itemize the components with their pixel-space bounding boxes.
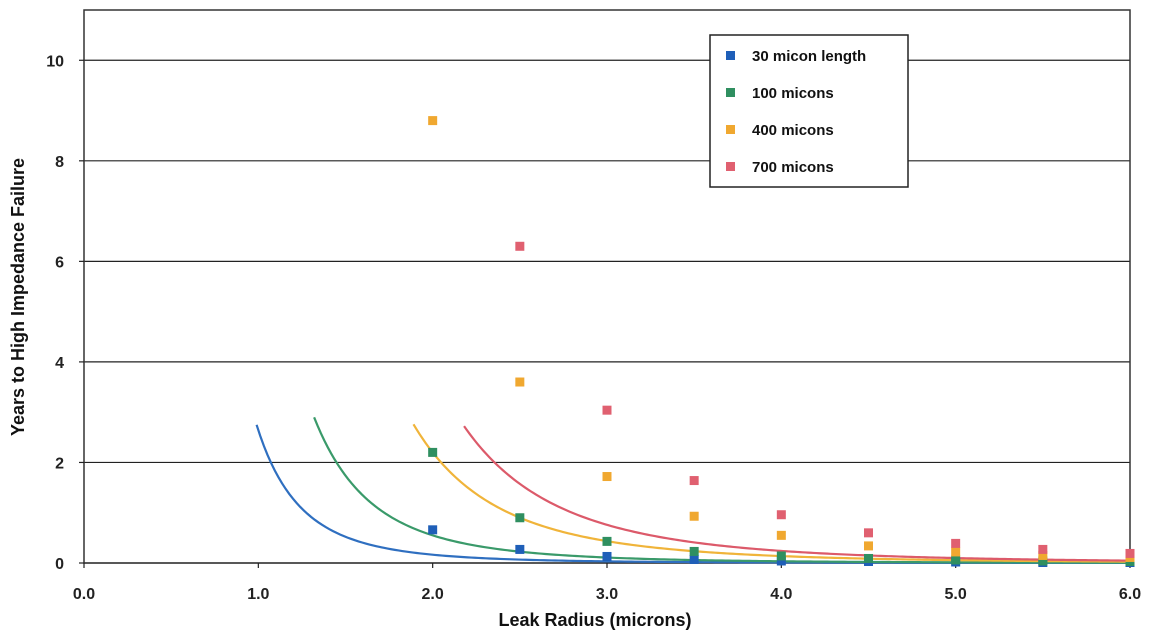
y-tick-label: 8	[55, 154, 64, 171]
x-tick-label: 6.0	[1119, 586, 1141, 603]
legend-swatch	[726, 88, 735, 97]
series-2-marker	[689, 546, 699, 556]
series-1-marker	[428, 525, 438, 535]
series-1-marker	[776, 556, 786, 566]
x-tick-label: 0.0	[73, 586, 95, 603]
series-1-marker	[515, 544, 525, 554]
series-3-marker	[864, 541, 873, 551]
series-3-marker	[776, 530, 786, 540]
legend-box	[709, 34, 909, 188]
series-3-marker	[951, 547, 961, 557]
legend-label: 700 micons	[752, 159, 834, 176]
series-4-marker	[515, 241, 525, 251]
series-4-marker	[689, 476, 699, 486]
series-4-marker	[776, 510, 786, 520]
series-3-marker	[428, 116, 438, 126]
series-line-4	[463, 425, 1131, 562]
y-tick-label: 4	[55, 355, 64, 372]
y-axis-title: Years to High Impedance Failure	[8, 158, 28, 436]
series-lines	[255, 416, 1131, 564]
x-tick-label: 5.0	[945, 586, 967, 603]
x-axis-title: Leak Radius (microns)	[498, 610, 691, 630]
series-3-marker	[515, 377, 525, 387]
series-2-marker	[428, 447, 438, 457]
series-1-marker	[602, 551, 612, 561]
series-3-marker	[689, 511, 699, 521]
y-tick-label: 2	[55, 455, 64, 472]
x-tick-labels: 0.0 1.0 2.0 3.0 4.0 5.0 6.0	[73, 563, 1141, 603]
series-4-marker	[1038, 544, 1048, 554]
series-2-marker	[1038, 556, 1048, 566]
legend-swatch	[726, 51, 735, 60]
legend-swatch	[726, 162, 735, 171]
x-tick-label: 2.0	[422, 586, 444, 603]
x-tick-label: 4.0	[770, 586, 792, 603]
legend-label: 100 micons	[752, 85, 834, 102]
series-line-3	[412, 423, 1131, 563]
series-4-marker	[951, 538, 961, 548]
legend-label: 30 micon length	[752, 48, 866, 65]
series-1-marker	[689, 554, 699, 564]
series-2-marker	[602, 536, 612, 546]
series-4-marker	[602, 405, 612, 415]
gridlines	[84, 59, 1130, 564]
series-3-marker	[1038, 550, 1048, 560]
x-tick-label: 3.0	[596, 586, 618, 603]
y-tick-labels: 0 2 4 6 8 10	[46, 53, 84, 573]
x-tick-label: 1.0	[247, 586, 269, 603]
legend-label: 400 micons	[752, 122, 834, 139]
series-2-marker	[515, 513, 525, 523]
series-markers	[428, 116, 1135, 567]
series-3-marker	[602, 472, 612, 482]
legend: 30 micon length 100 micons 400 micons 700 m…	[709, 34, 909, 188]
y-tick-label: 10	[46, 53, 64, 70]
series-4-marker	[1125, 548, 1135, 558]
series-2-marker	[951, 555, 961, 565]
series-4-marker	[864, 528, 873, 538]
series-line-2	[313, 416, 1131, 564]
series-2-marker	[776, 551, 786, 561]
y-tick-label: 6	[55, 254, 64, 271]
y-tick-label: 0	[55, 556, 64, 573]
legend-swatch	[726, 125, 735, 134]
series-2-marker	[864, 553, 873, 563]
